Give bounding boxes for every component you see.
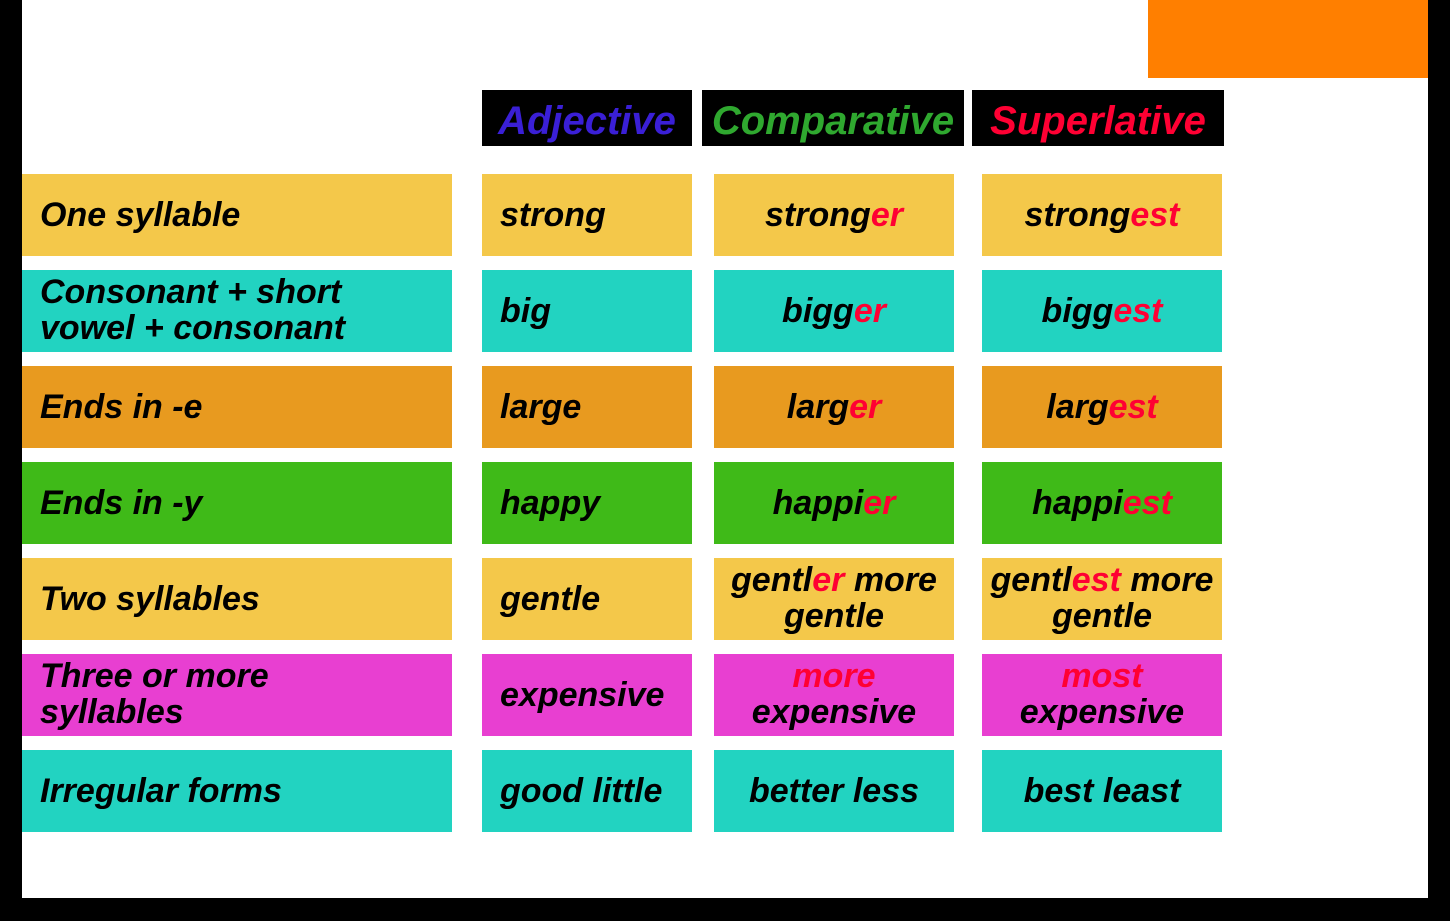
comparative-cell: larger — [714, 366, 954, 448]
comparative-cell: stronger — [714, 174, 954, 256]
adjective-cell: big — [482, 270, 692, 352]
adjective-cell: expensive — [482, 654, 692, 736]
comparative-cell: better less — [714, 750, 954, 832]
adjective-cell: strong — [482, 174, 692, 256]
superlative-cell: strongest — [982, 174, 1222, 256]
superlative-cell: mostexpensive — [982, 654, 1222, 736]
comparative-cell: gentler moregentle — [714, 558, 954, 640]
rule-cell: Two syllables — [22, 558, 452, 640]
comparative-cell: bigger — [714, 270, 954, 352]
rule-cell: Three or moresyllables — [22, 654, 452, 736]
rule-cell: Ends in -y — [22, 462, 452, 544]
superlative-cell: happiest — [982, 462, 1222, 544]
header-comparative: Comparative — [702, 90, 964, 146]
comparative-cell: happier — [714, 462, 954, 544]
adjective-cell: happy — [482, 462, 692, 544]
adjective-cell: good little — [482, 750, 692, 832]
header-adjective: Adjective — [482, 90, 692, 146]
rule-cell: Irregular forms — [22, 750, 452, 832]
superlative-cell: best least — [982, 750, 1222, 832]
corner-chip — [1148, 0, 1428, 78]
card: Adjective Comparative Superlative One sy… — [22, 0, 1428, 898]
adjective-cell: large — [482, 366, 692, 448]
stage: Adjective Comparative Superlative One sy… — [0, 0, 1450, 921]
superlative-cell: gentlest moregentle — [982, 558, 1222, 640]
comparative-cell: moreexpensive — [714, 654, 954, 736]
rule-cell: Ends in -e — [22, 366, 452, 448]
superlative-cell: biggest — [982, 270, 1222, 352]
rule-cell: Consonant + shortvowel + consonant — [22, 270, 452, 352]
adjective-cell: gentle — [482, 558, 692, 640]
rule-cell: One syllable — [22, 174, 452, 256]
superlative-cell: largest — [982, 366, 1222, 448]
header-superlative: Superlative — [972, 90, 1224, 146]
